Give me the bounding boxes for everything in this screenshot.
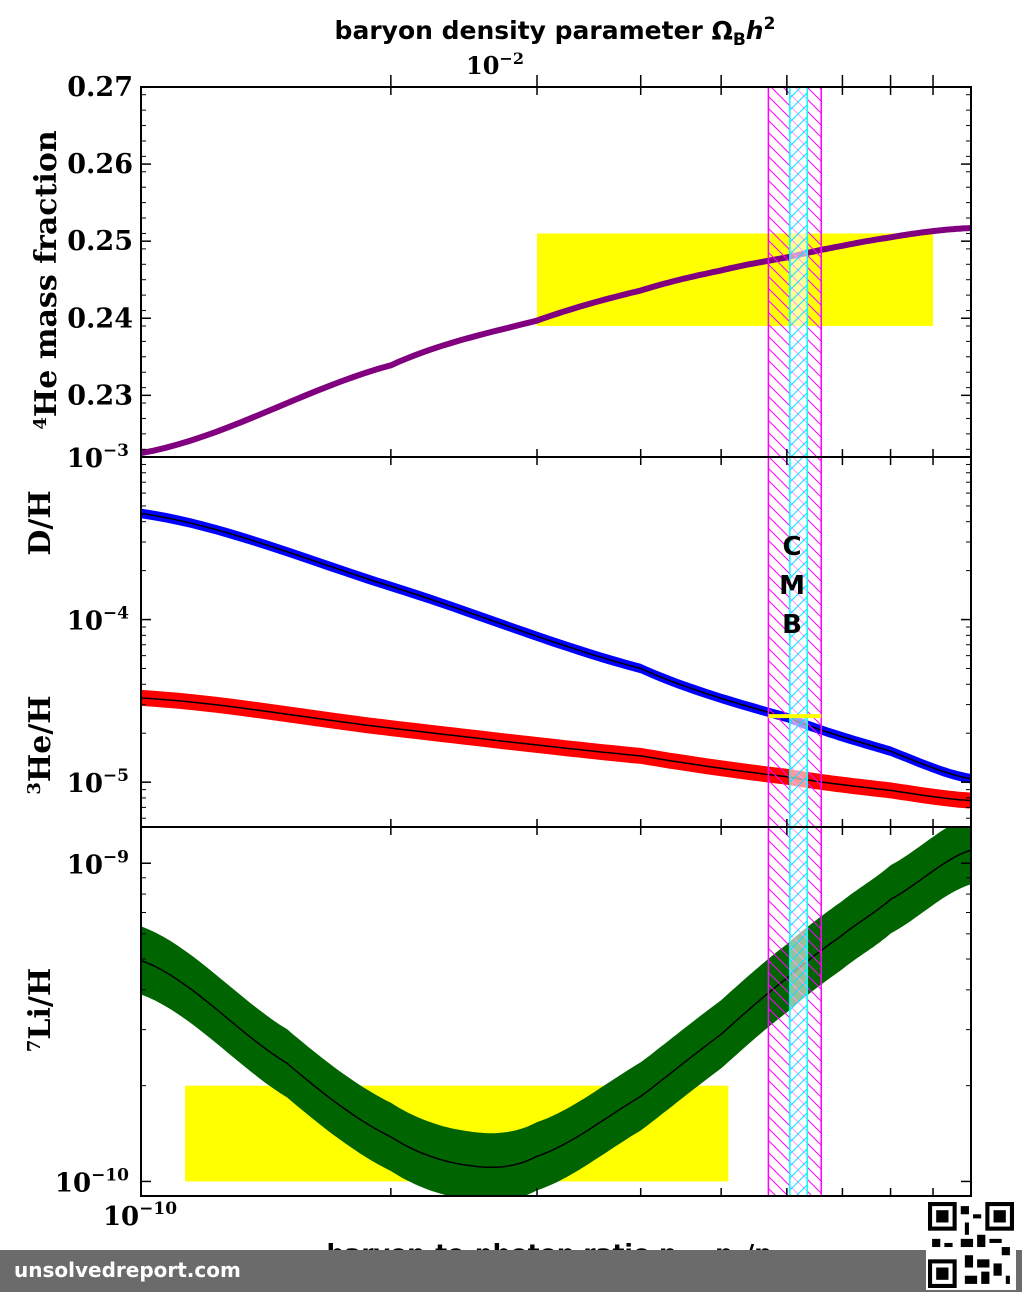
panel-frame-2 [140,826,972,1197]
he4-ytick-label: 0.26 [67,149,133,180]
cmb-band [767,87,822,1196]
figure-title: baryon density parameter ΩBh2 [335,14,776,50]
qr-code-icon [926,1200,1016,1290]
li7-ytick-label: 10−10 [55,1165,129,1198]
ylabel-he4: 4He mass fraction [29,130,64,429]
cmb-inner-hatch [789,87,808,1196]
ylabel-deuterium: D/H [23,490,58,555]
li7-band [141,827,971,1196]
he4-ytick-label: 0.24 [67,303,133,334]
cmb-label-c: C [782,532,801,562]
mid-ytick-label: 10−3 [67,441,129,474]
he4-ytick-label: 0.25 [67,226,133,257]
panel-deuterium-helium3 [141,508,971,809]
mid-ytick-label: 10−4 [67,604,129,637]
cmb-label-m: M [779,571,805,601]
top-axis-tick-label: 10−2 [466,49,524,80]
he4-observed-box [537,233,934,326]
axes: 0.27 0.26 0.25 0.24 0.23 10−3 10−4 10−5 10−9 10−1… [55,72,972,1198]
site-link[interactable]: unsolvedreport.com [14,1258,241,1282]
li7-ytick-label: 10−9 [67,847,129,880]
mid-ytick-label: 10−5 [67,766,129,799]
footer-bar: unsolvedreport.com [0,1250,1022,1292]
x-tick-label: 10−10 [103,1199,177,1232]
panel-helium4 [141,225,971,457]
deuterium-curve [141,512,971,780]
helium3-band [141,689,971,809]
panel-lithium7 [141,827,971,1196]
cmb-label-b: B [782,610,802,640]
li7-curve [141,849,971,1169]
he4-curve [141,225,971,457]
he4-ytick-label: 0.23 [67,380,133,411]
ylabel-he3: 3He/H [23,695,58,794]
ylabel-li7: 7Li/H [23,968,58,1052]
helium3-curve [141,697,971,802]
deuterium-band [141,508,971,784]
he4-ytick-label: 0.27 [67,72,133,103]
